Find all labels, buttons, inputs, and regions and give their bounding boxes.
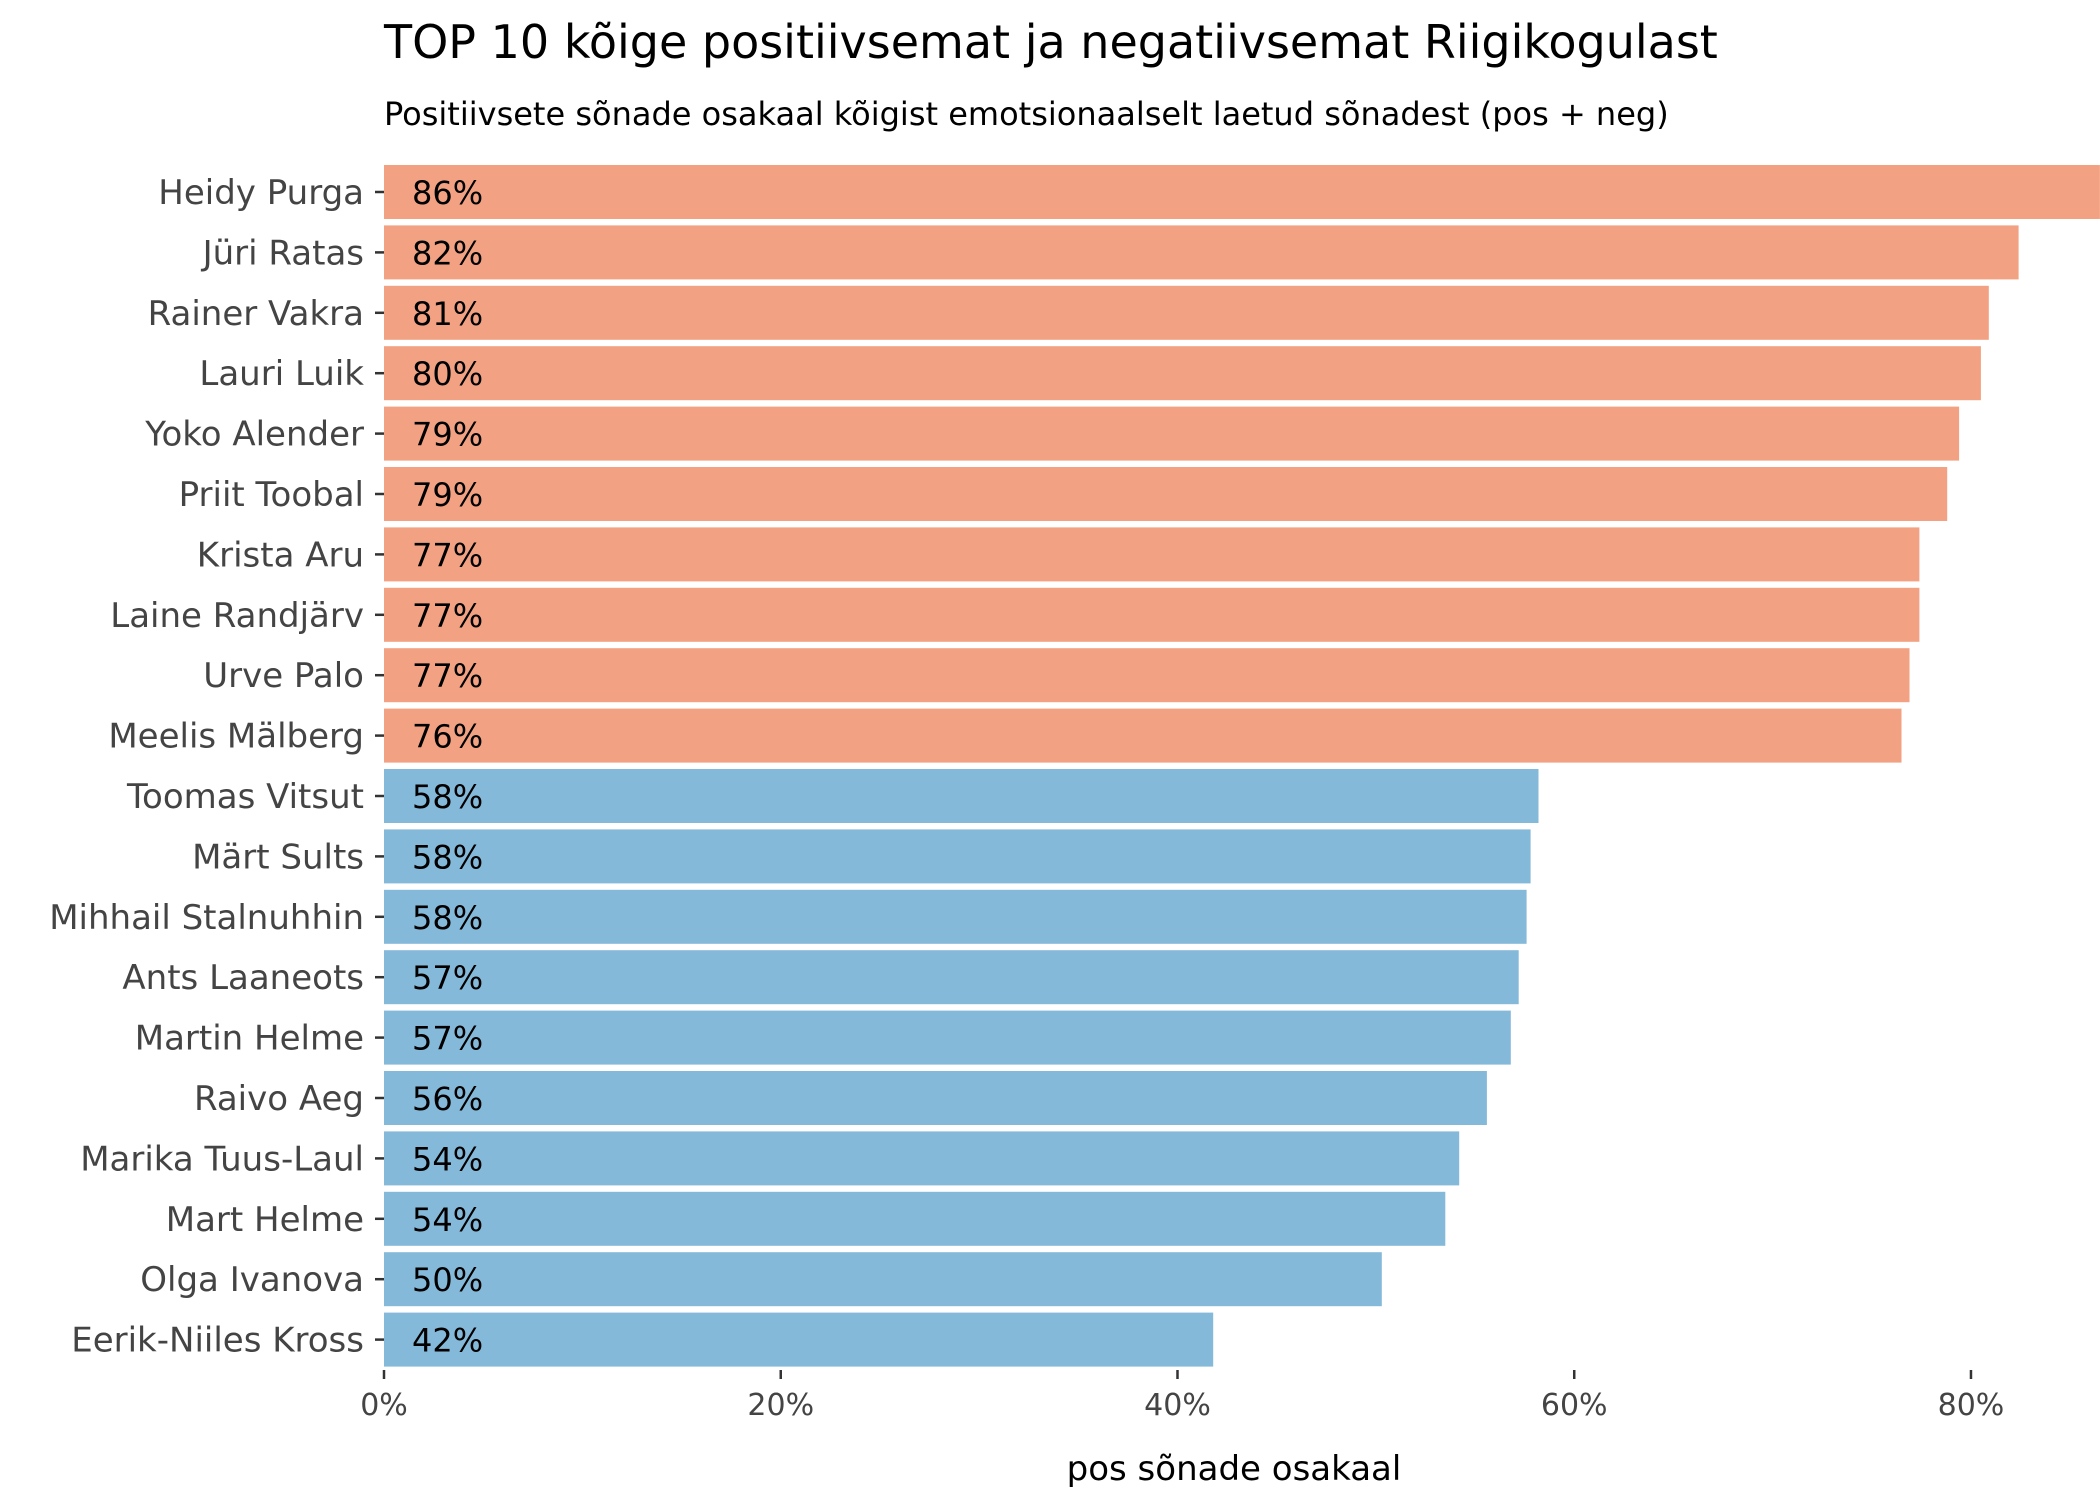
chart-subtitle: Positiivsete sõnade osakaal kõigist emot… <box>384 95 1669 133</box>
bar-1 <box>384 225 2019 280</box>
value-label-16: 54% <box>412 1140 483 1178</box>
category-label-17: Mart Helme <box>166 1200 364 1240</box>
bar-18 <box>384 1252 1382 1307</box>
bar-4 <box>384 406 1960 461</box>
value-label-11: 58% <box>412 838 483 876</box>
bar-8 <box>384 648 1910 703</box>
value-labels-layer: 86% 82% 81% 80% 79% 79% 77% 77% 77% 76% 58% 58% 58% 5… <box>412 174 483 1360</box>
bar-7 <box>384 587 1920 642</box>
value-label-18: 50% <box>412 1261 483 1299</box>
category-label-6: Krista Aru <box>197 535 364 575</box>
category-label-3: Lauri Luik <box>199 354 364 394</box>
value-label-5: 79% <box>412 476 483 514</box>
bar-19 <box>384 1312 1214 1367</box>
bar-5 <box>384 467 1948 521</box>
category-label-10: Toomas Vitsut <box>126 777 364 817</box>
value-label-15: 56% <box>412 1080 483 1118</box>
value-label-9: 76% <box>412 718 483 756</box>
bar-12 <box>384 889 1527 944</box>
category-label-5: Priit Toobal <box>179 475 364 515</box>
bar-9 <box>384 708 1902 763</box>
value-label-3: 80% <box>412 355 483 393</box>
category-label-12: Mihhail Stalnuhhin <box>49 898 364 938</box>
bar-3 <box>384 346 1981 401</box>
bar-14 <box>384 1010 1511 1065</box>
category-label-18: Olga Ivanova <box>140 1260 364 1300</box>
category-label-7: Laine Randjärv <box>110 596 364 636</box>
x-tick-label-2: 40% <box>1144 1388 1211 1423</box>
value-label-10: 58% <box>412 778 483 816</box>
value-label-7: 77% <box>412 597 483 635</box>
category-labels-layer: Heidy Purga Jüri Ratas Rainer Vakra Lauri L… <box>49 173 384 1361</box>
category-label-8: Urve Palo <box>203 656 364 696</box>
category-label-2: Rainer Vakra <box>148 294 364 334</box>
value-label-19: 42% <box>412 1322 483 1360</box>
value-label-13: 57% <box>412 959 483 997</box>
category-label-1: Jüri Ratas <box>201 233 364 273</box>
value-label-17: 54% <box>412 1201 483 1239</box>
category-label-16: Marika Tuus-Laul <box>80 1139 364 1179</box>
category-label-9: Meelis Mälberg <box>108 717 364 757</box>
category-label-4: Yoko Alender <box>144 415 364 455</box>
value-label-2: 81% <box>412 295 483 333</box>
bar-11 <box>384 829 1531 884</box>
bar-13 <box>384 950 1519 1005</box>
category-label-0: Heidy Purga <box>158 173 364 213</box>
value-label-14: 57% <box>412 1020 483 1058</box>
bar-15 <box>384 1071 1487 1125</box>
value-label-1: 82% <box>412 234 483 272</box>
category-label-15: Raivo Aeg <box>194 1079 364 1119</box>
bar-10 <box>384 769 1539 823</box>
x-tick-label-1: 20% <box>747 1388 814 1423</box>
bar-6 <box>384 527 1920 582</box>
category-label-14: Martin Helme <box>135 1019 364 1059</box>
value-label-6: 77% <box>412 536 483 574</box>
category-label-11: Märt Sults <box>192 837 364 877</box>
value-label-0: 86% <box>412 174 483 212</box>
chart-title: TOP 10 kõige positiivsemat ja negatiivse… <box>383 15 1718 69</box>
value-label-4: 79% <box>412 416 483 454</box>
bars-layer <box>384 165 2100 1367</box>
x-tick-label-0: 0% <box>360 1388 408 1423</box>
category-label-13: Ants Laaneots <box>122 958 364 998</box>
value-label-8: 77% <box>412 657 483 695</box>
value-label-12: 58% <box>412 899 483 937</box>
bar-17 <box>384 1191 1446 1246</box>
bar-2 <box>384 285 1989 340</box>
category-label-19: Eerik-Niiles Kross <box>71 1321 364 1361</box>
x-tick-label-3: 60% <box>1541 1388 1608 1423</box>
x-axis: 0% 20% 40% 60% 80% <box>360 1370 2004 1423</box>
x-axis-title: pos sõnade osakaal <box>1067 1449 1402 1489</box>
x-tick-label-4: 80% <box>1938 1388 2005 1423</box>
bar-16 <box>384 1131 1460 1186</box>
bar-0 <box>384 165 2100 219</box>
